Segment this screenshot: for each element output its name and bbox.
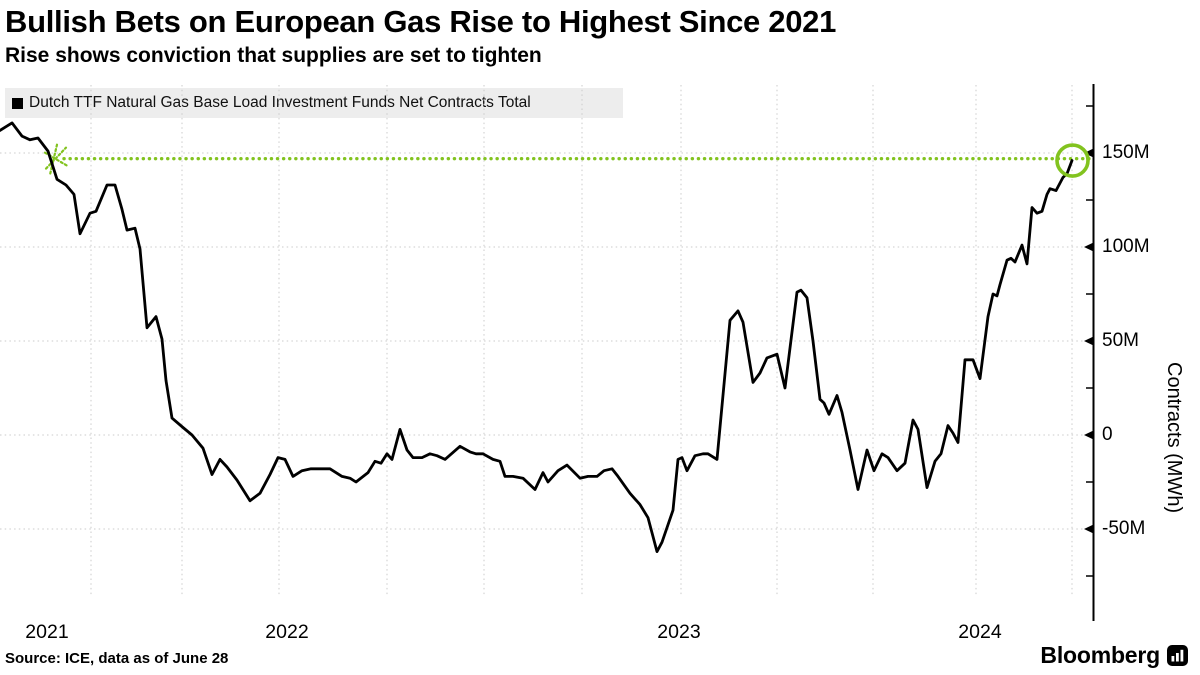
legend-label: Dutch TTF Natural Gas Base Load Investme…	[29, 94, 531, 111]
bloomberg-chart-bubble-icon	[1167, 645, 1188, 666]
y-major-tick	[1084, 524, 1094, 534]
latest-point-circle	[1055, 143, 1090, 178]
y-tick-label-neg50m: -50M	[1102, 518, 1146, 539]
x-tick-label-2021: 2021	[25, 621, 69, 643]
source-note: Source: ICE, data as of June 28	[5, 650, 229, 667]
y-major-tick	[1084, 430, 1094, 440]
y-major-tick	[1084, 242, 1094, 252]
x-tick-label-2024: 2024	[958, 621, 1002, 643]
bloomberg-logo: Bloomberg	[1040, 642, 1188, 669]
plot-svg	[0, 84, 1095, 621]
x-tick-label-2023: 2023	[657, 621, 701, 643]
y-major-tick	[1084, 336, 1094, 346]
y-tick-label-100m: 100M	[1102, 236, 1150, 257]
y-major-tick	[1084, 148, 1094, 158]
legend: Dutch TTF Natural Gas Base Load Investme…	[5, 88, 623, 118]
y-axis-title: Contracts (MWh)	[1163, 361, 1185, 514]
y-tick-label-50m: 50M	[1102, 330, 1139, 351]
net-contracts-line	[0, 121, 1074, 554]
y-tick-label-150m: 150M	[1102, 142, 1150, 163]
page-title: Bullish Bets on European Gas Rise to Hig…	[5, 4, 837, 39]
page-subtitle: Rise shows conviction that supplies are …	[5, 44, 542, 67]
bloomberg-wordmark: Bloomberg	[1040, 642, 1160, 668]
y-tick-label-0: 0	[1102, 424, 1113, 445]
scribble-start-marker	[44, 146, 68, 170]
x-tick-label-2022: 2022	[265, 621, 309, 643]
legend-swatch-icon	[12, 97, 23, 109]
